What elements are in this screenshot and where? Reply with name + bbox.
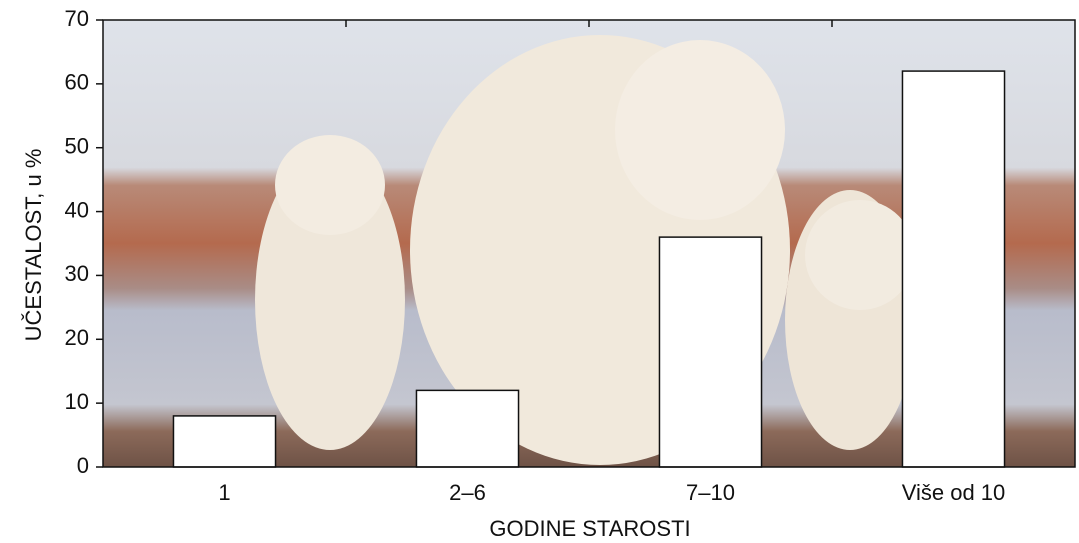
y-tick-label: 40: [65, 197, 89, 222]
y-tick-label: 50: [65, 134, 89, 159]
y-tick-label: 70: [65, 6, 89, 31]
y-tick-label: 60: [65, 70, 89, 95]
y-axis-title: UČESTALOST, u %: [21, 149, 46, 342]
y-tick-label: 10: [65, 389, 89, 414]
y-tick-label: 30: [65, 261, 89, 286]
chart: UČESTALOST, u % GODINE STAROSTI 0 10 20 30 4…: [0, 0, 1079, 543]
x-tick-label: 2–6: [449, 480, 486, 505]
bar: [659, 237, 761, 467]
bar: [416, 390, 518, 467]
bar: [902, 71, 1004, 467]
x-tick-label: 7–10: [686, 480, 735, 505]
x-tick-label: Više od 10: [902, 480, 1006, 505]
bar: [173, 416, 275, 467]
x-tick-label: 1: [218, 480, 230, 505]
y-tick-label: 0: [77, 453, 89, 478]
y-tick-label: 20: [65, 325, 89, 350]
x-axis-title: GODINE STAROSTI: [489, 516, 690, 541]
